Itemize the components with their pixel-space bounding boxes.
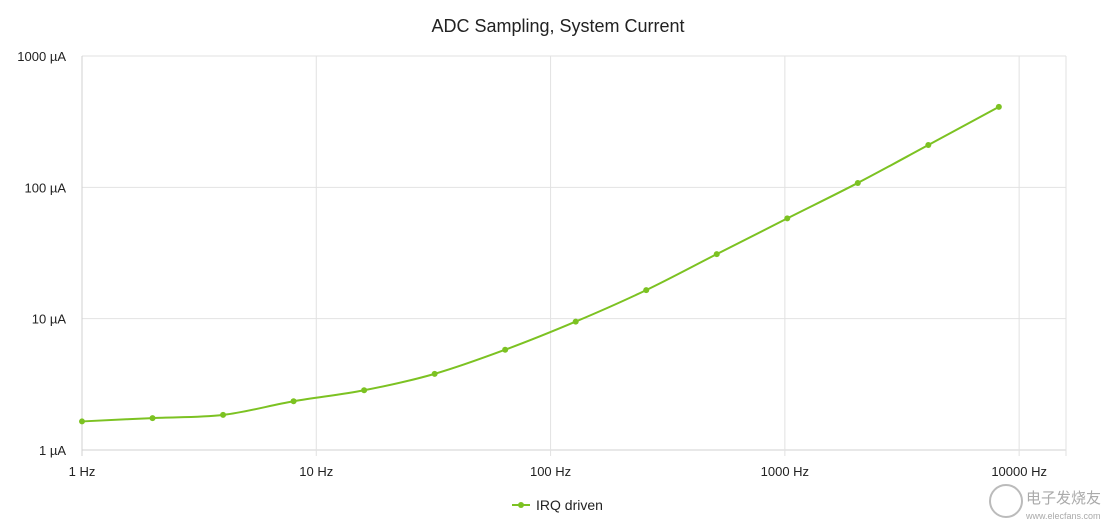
chart-grid [81, 55, 1067, 456]
data-point [431, 370, 438, 377]
watermark-text-url: www.elecfans.com [1025, 511, 1101, 521]
y-tick-label: 100 µA [25, 180, 67, 195]
data-point [220, 411, 227, 418]
data-point [361, 387, 368, 394]
x-tick-label: 100 Hz [530, 464, 571, 479]
series-line [81, 105, 1000, 423]
legend-label: IRQ driven [536, 497, 603, 513]
data-point [995, 103, 1002, 110]
y-tick-label: 1 µA [39, 443, 66, 458]
data-point [79, 418, 85, 425]
data-point [290, 398, 297, 405]
y-axis-ticks: 1 µA 10 µA 100 µA 1000 µA [17, 49, 66, 458]
watermark-text-cn: 电子发烧友 [1026, 490, 1101, 507]
watermark-logo: 电子发烧友 www.elecfans.com [986, 479, 1106, 527]
data-point [149, 415, 156, 422]
x-tick-label: 1000 Hz [761, 464, 809, 479]
data-point [713, 251, 720, 258]
watermark-icon [989, 484, 1023, 518]
data-point [502, 346, 509, 353]
chart-title: ADC Sampling, System Current [431, 16, 684, 36]
legend-marker [518, 502, 524, 508]
data-point [784, 215, 791, 222]
data-point [643, 287, 650, 294]
legend: IRQ driven [512, 497, 603, 513]
y-tick-label: 1000 µA [17, 49, 66, 64]
x-tick-label: 1 Hz [69, 464, 96, 479]
x-tick-label: 10000 Hz [991, 464, 1047, 479]
data-point [925, 142, 932, 149]
x-axis-ticks: 1 Hz 10 Hz 100 Hz 1000 Hz 10000 Hz [69, 464, 1047, 479]
data-point [854, 179, 861, 186]
series-irq-driven [79, 103, 1002, 425]
y-tick-label: 10 µA [32, 312, 67, 327]
data-point [572, 318, 579, 325]
x-tick-label: 10 Hz [299, 464, 333, 479]
